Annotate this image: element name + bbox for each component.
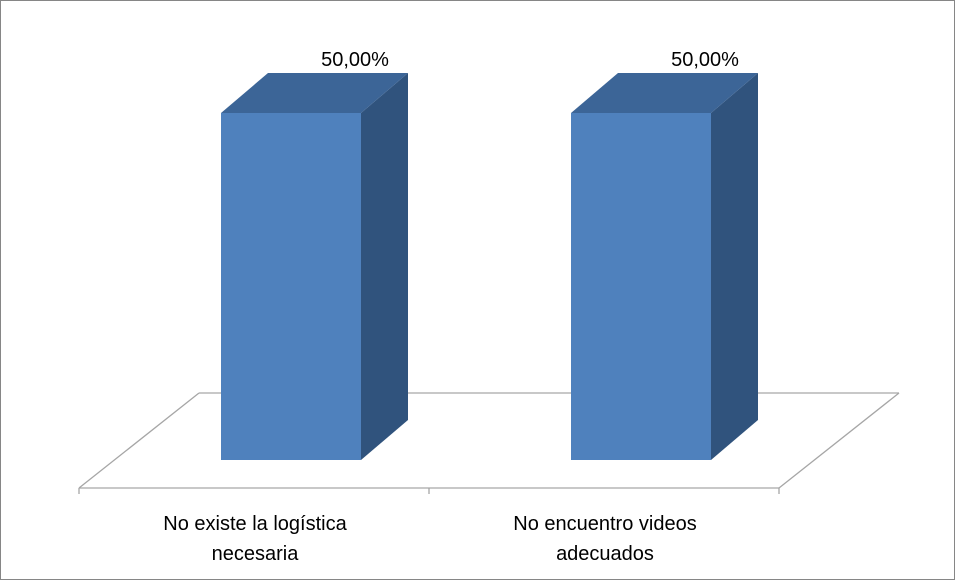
floor-right-edge <box>778 392 900 489</box>
x-tick-label: necesaria <box>212 543 300 565</box>
bar-side <box>711 73 758 460</box>
bar-top <box>571 73 758 113</box>
x-tick-label: No encuentro videos <box>513 513 696 535</box>
bar-top <box>221 73 408 113</box>
x-tick-label: adecuados <box>556 543 654 565</box>
data-label: 50,00% <box>671 49 739 71</box>
bar <box>221 113 361 460</box>
floor-left-edge <box>78 392 200 489</box>
bar-side <box>361 73 408 460</box>
bar <box>571 113 711 460</box>
x-tick-label: No existe la logística <box>163 513 347 535</box>
data-label: 50,00% <box>321 49 389 71</box>
